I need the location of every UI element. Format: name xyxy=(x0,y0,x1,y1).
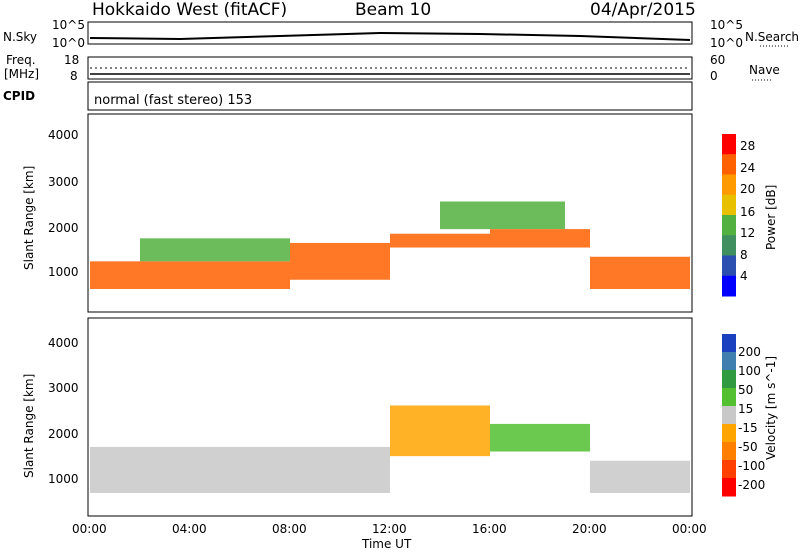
velocity-colorbar-swatch-1 xyxy=(722,352,736,371)
freq-tick-bottom: 8 xyxy=(70,69,78,83)
power-colorbar-swatch-6 xyxy=(722,255,736,277)
velocity-colorbar xyxy=(722,334,736,497)
power-band-2 xyxy=(290,242,390,280)
vel-cbar-tick-neg15: -15 xyxy=(738,421,758,435)
xlabel: Time UT xyxy=(362,537,412,551)
velocity-colorbar-swatch-6 xyxy=(722,442,736,461)
vel-ytick-1000: 1000 xyxy=(48,472,79,486)
vel-ytick-2000: 2000 xyxy=(48,427,79,441)
nsky-panel-frame xyxy=(87,21,693,45)
velocity-band-0 xyxy=(90,446,390,493)
velocity-colorbar-swatch-8 xyxy=(722,478,736,497)
power-cbar-tick-24: 24 xyxy=(740,161,756,175)
vel-cbar-tick-50: 50 xyxy=(738,383,754,397)
power-ytick-4000: 4000 xyxy=(48,128,79,142)
xtick-5: 20:00 xyxy=(572,522,607,536)
nsky-line xyxy=(89,31,691,41)
velocity-colorbar-swatch-7 xyxy=(722,460,736,479)
velocity-band-3 xyxy=(590,460,690,493)
vel-cbar-tick-neg100: -100 xyxy=(738,459,766,473)
power-bands xyxy=(90,201,690,289)
nsky-right-tick-top: 10^5 xyxy=(710,18,743,32)
xtick-2: 08:00 xyxy=(272,522,307,536)
power-colorbar-swatch-0 xyxy=(722,134,736,155)
power-colorbar-swatch-1 xyxy=(722,154,736,175)
xtick-1: 04:00 xyxy=(172,522,207,536)
nave-label: Nave xyxy=(749,63,780,77)
power-colorbar-swatch-7 xyxy=(722,275,736,297)
velocity-colorbar-swatch-3 xyxy=(722,388,736,407)
freq-label-2: [MHz] xyxy=(4,67,40,81)
power-ytick-1000: 1000 xyxy=(48,265,79,279)
power-band-1 xyxy=(140,238,290,262)
nave-tick-top: 60 xyxy=(710,53,726,67)
power-cbar-tick-12: 12 xyxy=(740,226,756,240)
power-colorbar-swatch-5 xyxy=(722,235,736,256)
power-ytick-3000: 3000 xyxy=(48,175,79,189)
nsky-tick-bottom: 10^0 xyxy=(52,36,85,50)
power-cbar-tick-4: 4 xyxy=(740,269,748,283)
power-colorbar-swatch-2 xyxy=(722,174,736,196)
vel-ytick-4000: 4000 xyxy=(48,336,79,350)
vel-cbar-tick-100: 100 xyxy=(738,364,761,378)
power-cbar-tick-16: 16 xyxy=(740,205,756,219)
velocity-colorbar-swatch-5 xyxy=(722,424,736,443)
power-cbar-tick-8: 8 xyxy=(740,248,748,262)
power-colorbar-swatch-4 xyxy=(722,215,736,236)
beam-title: Beam 10 xyxy=(355,0,432,20)
nave-tick-bottom: 0 xyxy=(710,69,718,83)
power-colorbar xyxy=(722,134,736,297)
velocity-band-2 xyxy=(490,423,590,452)
xtick-3: 12:00 xyxy=(372,522,407,536)
velocity-colorbar-swatch-4 xyxy=(722,406,736,425)
velocity-band-1 xyxy=(390,405,490,457)
nsearch-label: N.Search xyxy=(745,30,800,44)
freq-panel-frame xyxy=(87,56,693,80)
xtick-6: 00:00 xyxy=(672,522,707,536)
velocity-colorbar-swatch-2 xyxy=(722,370,736,389)
xtick-0: 00:00 xyxy=(72,522,107,536)
freq-tick-top: 18 xyxy=(64,53,80,67)
nsky-label: N.Sky xyxy=(3,30,38,44)
vel-ytick-3000: 3000 xyxy=(48,381,79,395)
power-band-5 xyxy=(490,229,590,248)
power-band-4 xyxy=(440,201,565,230)
power-band-6 xyxy=(590,256,690,289)
nsky-tick-top: 10^5 xyxy=(52,18,85,32)
power-band-0 xyxy=(90,261,290,289)
velocity-colorbar-swatch-0 xyxy=(722,334,736,353)
power-cbar-tick-28: 28 xyxy=(740,139,756,153)
vel-cbar-tick-neg200: -200 xyxy=(738,478,766,492)
power-colorbar-swatch-3 xyxy=(722,194,736,216)
freq-label-1: Freq. xyxy=(6,53,36,67)
vel-cbar-tick-neg50: -50 xyxy=(738,440,758,454)
cpid-value: normal (fast stereo) 153 xyxy=(94,93,253,108)
nsky-right-tick-bottom: 10^0 xyxy=(710,36,743,50)
date-title: 04/Apr/2015 xyxy=(590,0,696,20)
station-title: Hokkaido West (fitACF) xyxy=(92,0,288,20)
velocity-bands xyxy=(90,405,690,493)
cpid-label: CPID xyxy=(3,89,36,103)
cpid-panel-frame xyxy=(87,81,693,111)
vel-cbar-tick-200: 200 xyxy=(738,345,761,359)
power-cbar-tick-20: 20 xyxy=(740,182,756,196)
xtick-4: 16:00 xyxy=(472,522,507,536)
power-band-3 xyxy=(390,233,490,248)
power-ytick-2000: 2000 xyxy=(48,221,79,235)
vel-cbar-tick-15: 15 xyxy=(738,402,754,416)
